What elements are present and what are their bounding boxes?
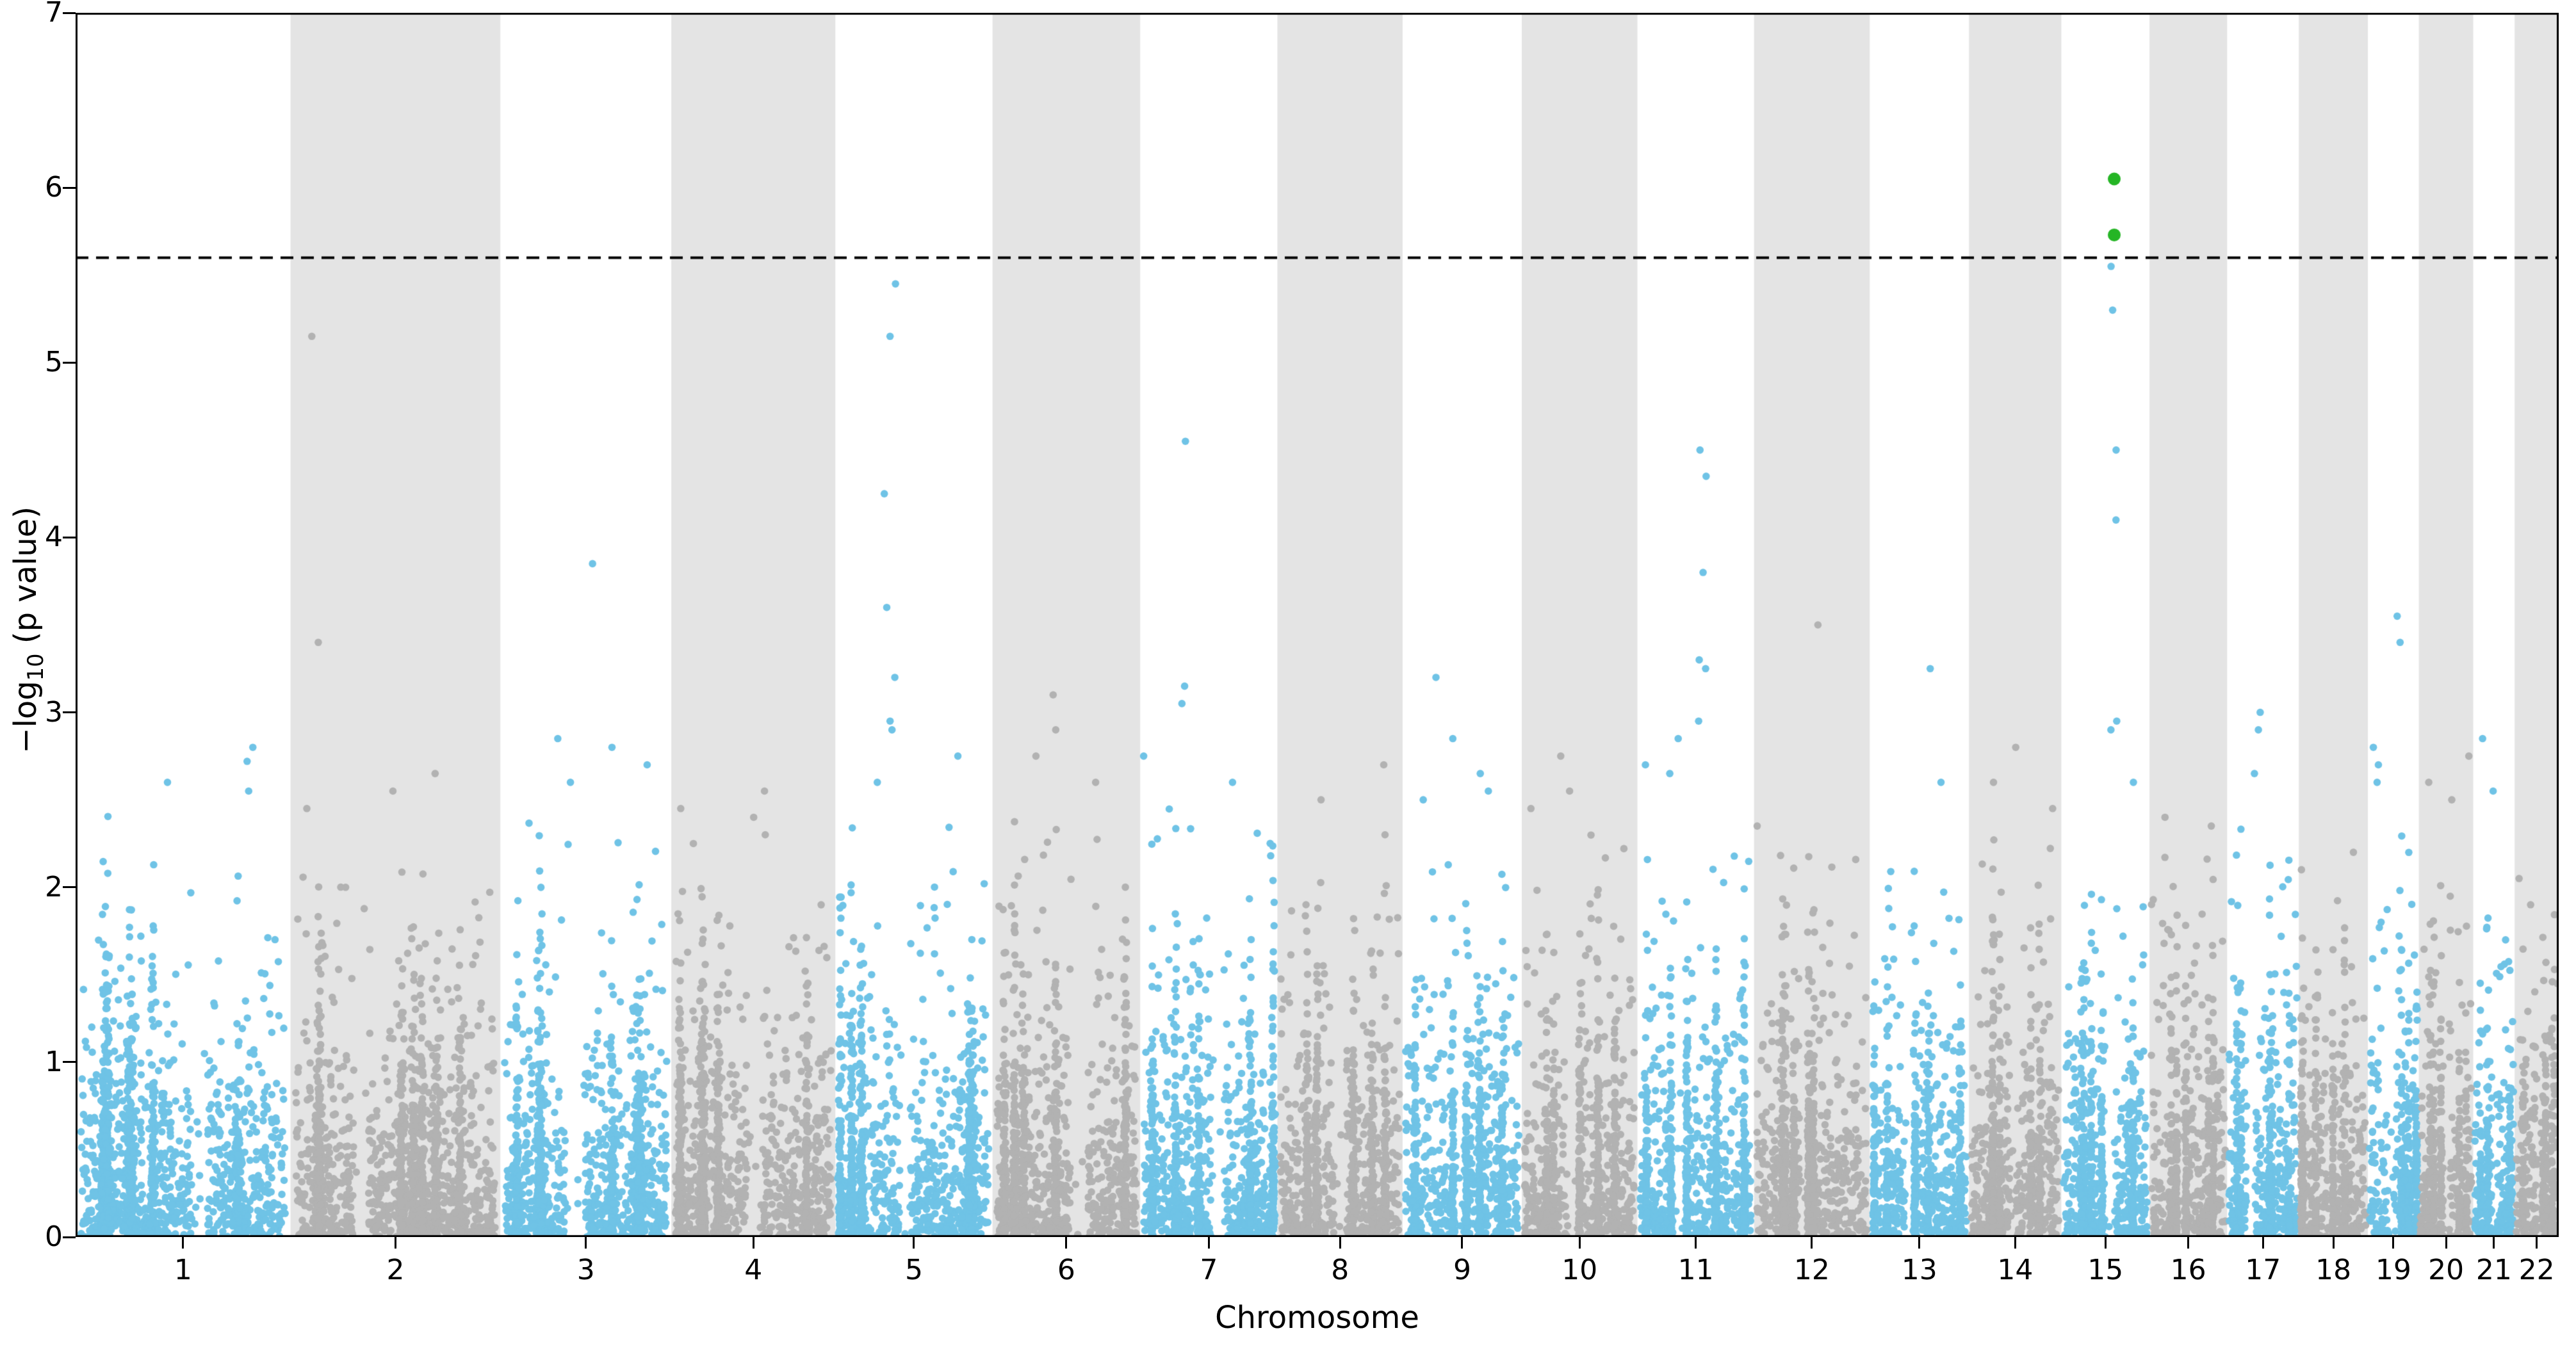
x-tick-label: 12 <box>1793 1254 1830 1286</box>
x-tick-label: 22 <box>2518 1254 2555 1286</box>
y-tick-mark <box>63 711 76 714</box>
y-tick-mark <box>63 186 76 189</box>
y-tick-mark <box>63 12 76 14</box>
x-tick-label: 3 <box>576 1254 595 1286</box>
y-tick-mark <box>63 1236 76 1238</box>
x-tick-mark <box>1207 1237 1210 1249</box>
y-tick-label: 1 <box>45 1045 63 1078</box>
y-tick-mark <box>63 1061 76 1064</box>
x-tick-label: 9 <box>1453 1254 1471 1286</box>
x-tick-mark <box>2104 1237 2107 1249</box>
x-axis-label: Chromosome <box>1215 1300 1419 1336</box>
x-tick-mark <box>1065 1237 1068 1249</box>
x-tick-label: 21 <box>2475 1254 2512 1286</box>
y-tick-label: 7 <box>45 0 63 29</box>
x-tick-label: 14 <box>1997 1254 2034 1286</box>
y-tick-mark <box>63 361 76 364</box>
y-tick-label: 4 <box>45 521 63 554</box>
x-tick-label: 11 <box>1677 1254 1714 1286</box>
x-tick-label: 17 <box>2245 1254 2281 1286</box>
x-tick-label: 15 <box>2087 1254 2124 1286</box>
y-tick-label: 2 <box>45 870 63 903</box>
plot-area <box>76 13 2559 1237</box>
x-tick-label: 1 <box>174 1254 192 1286</box>
x-tick-label: 19 <box>2375 1254 2411 1286</box>
y-tick-label: 0 <box>45 1220 63 1253</box>
x-tick-mark <box>2536 1237 2538 1249</box>
x-tick-mark <box>1339 1237 1341 1249</box>
x-tick-mark <box>1578 1237 1581 1249</box>
x-tick-mark <box>2262 1237 2264 1249</box>
x-tick-label: 5 <box>904 1254 923 1286</box>
x-tick-mark <box>394 1237 396 1249</box>
x-tick-label: 8 <box>1331 1254 1349 1286</box>
x-tick-label: 18 <box>2315 1254 2352 1286</box>
manhattan-scatter-canvas <box>76 13 2559 1237</box>
x-tick-label: 6 <box>1057 1254 1075 1286</box>
x-tick-label: 13 <box>1901 1254 1937 1286</box>
x-tick-mark <box>1461 1237 1463 1249</box>
x-tick-mark <box>2493 1237 2495 1249</box>
x-tick-mark <box>1811 1237 1813 1249</box>
y-tick-mark <box>63 886 76 889</box>
x-tick-mark <box>585 1237 587 1249</box>
x-tick-label: 2 <box>386 1254 405 1286</box>
x-tick-label: 10 <box>1561 1254 1598 1286</box>
x-tick-label: 20 <box>2428 1254 2465 1286</box>
y-tick-label: 6 <box>45 171 63 204</box>
x-tick-label: 4 <box>744 1254 763 1286</box>
x-tick-mark <box>752 1237 754 1249</box>
x-tick-label: 16 <box>2170 1254 2206 1286</box>
x-tick-mark <box>2187 1237 2190 1249</box>
y-axis-label: −log10 (p value) <box>8 432 54 829</box>
y-axis-label-subscript: 10 <box>22 653 48 681</box>
x-tick-mark <box>1695 1237 1697 1249</box>
y-tick-label: 5 <box>45 346 63 379</box>
x-tick-mark <box>2332 1237 2335 1249</box>
x-tick-mark <box>2014 1237 2016 1249</box>
x-tick-mark <box>2445 1237 2447 1249</box>
x-tick-mark <box>913 1237 915 1249</box>
x-tick-mark <box>2392 1237 2395 1249</box>
x-tick-mark <box>1918 1237 1921 1249</box>
y-tick-label: 3 <box>45 695 63 729</box>
y-tick-mark <box>63 536 76 538</box>
x-tick-mark <box>182 1237 184 1249</box>
x-tick-label: 7 <box>1200 1254 1218 1286</box>
